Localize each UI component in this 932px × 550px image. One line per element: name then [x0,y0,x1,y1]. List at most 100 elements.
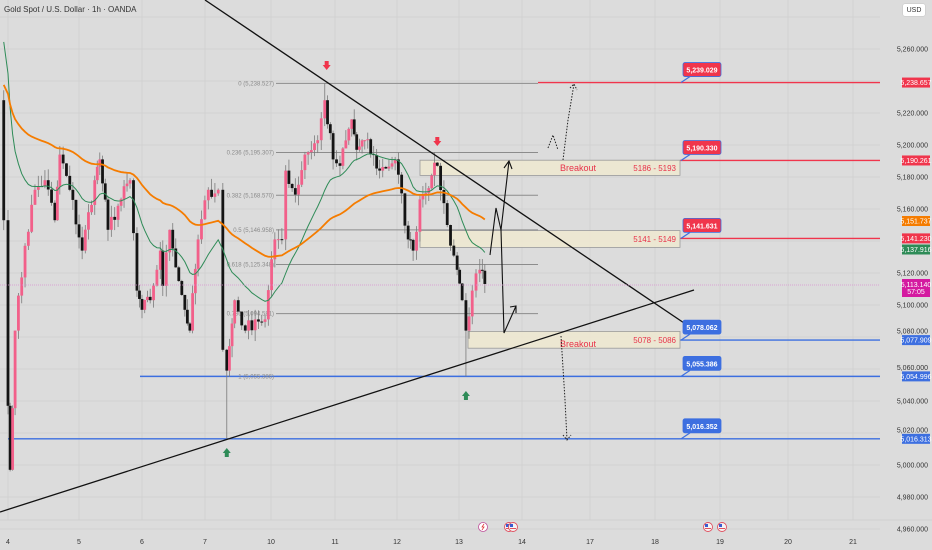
candle-up [474,273,478,291]
candle-down [140,298,144,310]
callout-pointer [680,153,691,161]
currency-button[interactable]: USD [903,4,925,16]
candle-down [174,248,178,268]
descending-trendline[interactable] [204,0,691,328]
fib-level-label: 0.236 (5,195.307) [227,151,274,157]
candle-up [467,316,471,331]
axis-price-tag [902,433,930,444]
symbol-title: Gold Spot / U.S. Dollar · 1h · OANDA [4,5,137,14]
candle-down [458,269,462,284]
price-tick-label: 5,020.000 [897,427,928,434]
grid [0,519,932,521]
candle-up [213,193,217,197]
dotted-projection-up[interactable] [562,83,575,161]
candle-down [77,224,81,238]
projection-path-up[interactable] [489,160,510,256]
candle-down [221,189,225,350]
candle-up [158,250,162,270]
callout-pointer [680,432,691,440]
candle-up [418,199,422,232]
economic-events[interactable] [478,522,727,532]
price-zone [467,330,681,349]
axis-price-tag [902,155,930,166]
drawings[interactable] [0,0,695,513]
candle-up [316,140,320,144]
candle-down [460,283,464,301]
candle-up [366,139,370,141]
date-tick-label: 6 [140,539,144,546]
candle-down [400,174,404,194]
projection-path-down[interactable] [500,229,517,334]
price-tick-label: 5,260.000 [897,47,928,54]
candle-up [95,166,99,181]
candle-down [53,202,57,221]
callout-box [682,140,722,155]
candle-up [55,186,59,221]
price-callouts[interactable]: 5,239.029 5,190.330 5,141.631 5,078.062 5,05… [680,62,722,440]
us-flag-canton [719,524,722,527]
candle-down [331,133,335,160]
markers [222,61,470,457]
candle-up [430,175,434,189]
candle-down [180,281,184,295]
price-tick-label: 5,220.000 [897,111,928,118]
fibonacci-retracement[interactable]: 0 (5,238.527) 0.236 (5,195.307) 0.382 (5,1… [227,81,538,380]
candle-down [74,199,78,225]
candle-down [355,134,359,150]
candle-up [306,152,310,155]
candle-down [113,216,117,220]
date-tick-label: 19 [716,539,724,546]
candle-up [122,186,126,200]
date-tick-label: 13 [455,539,463,546]
price-tick-label: 5,000.000 [897,463,928,470]
candle-down [132,180,135,234]
candle-down [378,168,382,171]
candle-up [319,118,323,141]
candle-up [17,295,20,331]
time-axis[interactable]: 4 5 6 7 10 11 12 13 14 17 18 19 20 21 [6,539,857,546]
zones[interactable]: 5186 - 5193 Breakout 5141 - 5149 5078 - 508… [419,159,681,349]
candle-up [206,189,210,201]
candle-up [350,119,354,129]
candle-down [50,189,53,203]
candle-down [480,269,484,271]
arrow-up-icon [222,448,231,457]
fib-level-label: 0.5 (5,146.958) [233,228,274,234]
ascending-trendline[interactable] [0,289,695,513]
price-axis[interactable]: 5,238.657 5,190.261 5,141.230 5,077.909 5,05… [897,47,932,534]
us-flag-canton [506,524,509,527]
candle-up [36,186,40,190]
candle-down [403,193,407,226]
candle-up [273,239,277,260]
candle-up [119,199,123,206]
indicator-price-tag [902,244,930,255]
axis-price-tag-label: 5,016.313 [900,436,931,443]
candle-up [228,346,231,371]
candle-up [300,170,304,185]
candle-up [191,293,195,331]
current-price-value: 5,113.140 [901,282,932,289]
axis-price-tag [902,233,930,244]
candle-up [109,216,113,230]
axis-price-tag-label: 5,238.657 [900,80,931,87]
candle-up [347,128,351,141]
candle-up [196,239,200,269]
callout-label: 5,016.352 [686,424,717,431]
moving-averages [2,41,486,302]
candle-down [185,309,189,324]
candle-down [171,229,175,249]
arrowhead-down-path [509,305,517,313]
price-tick-label: 5,160.000 [897,207,928,214]
ema-fast-line [3,41,486,302]
candle-up [146,296,149,301]
arrowhead-up [503,159,513,170]
indicator-price-tag-label: 5,151.737 [900,219,931,226]
zone-breakout-label: Breakout [560,339,597,349]
dotted-projection-down[interactable] [560,335,568,441]
candle-down [287,170,291,184]
date-tick-label: 12 [393,539,401,546]
date-tick-label: 18 [651,539,659,546]
candle-up [116,205,120,220]
callout-label: 5,078.062 [686,325,717,332]
